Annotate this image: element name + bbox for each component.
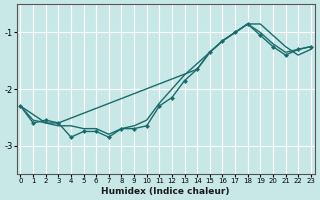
X-axis label: Humidex (Indice chaleur): Humidex (Indice chaleur) [101, 187, 230, 196]
